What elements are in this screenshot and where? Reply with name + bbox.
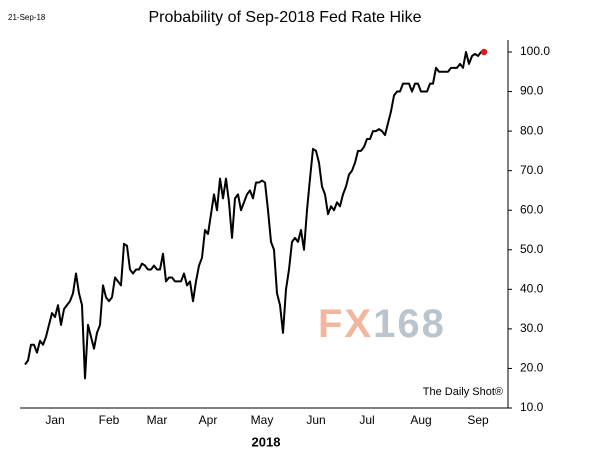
x-tick-label: Jul	[359, 413, 374, 427]
x-tick-label: Jun	[306, 413, 325, 427]
y-tick-label: 90.0	[520, 84, 544, 98]
x-tick-label: Mar	[147, 413, 168, 427]
y-tick-label: 20.0	[520, 361, 544, 375]
chart-title: Probability of Sep-2018 Fed Rate Hike	[148, 9, 421, 26]
y-tick-label: 60.0	[520, 202, 544, 216]
x-tick-label: Jan	[45, 413, 64, 427]
watermark-part: 168	[373, 302, 446, 346]
x-tick-label: Apr	[199, 413, 218, 427]
x-tick-label: Sep	[467, 413, 489, 427]
y-tick-label: 30.0	[520, 321, 544, 335]
y-tick-label: 80.0	[520, 123, 544, 137]
x-tick-label: Feb	[99, 413, 120, 427]
x-tick-label: Aug	[410, 413, 431, 427]
watermark-part: FX	[318, 302, 373, 346]
y-tick-label: 100.0	[520, 44, 550, 58]
y-tick-label: 10.0	[520, 400, 544, 414]
date-stamp: 21-Sep-18	[8, 13, 46, 22]
y-tick-label: 50.0	[520, 242, 544, 256]
source-note: The Daily Shot®	[423, 386, 503, 398]
data-line	[24, 51, 484, 380]
x-tick-label: May	[251, 413, 274, 427]
x-axis-label: 2018	[252, 434, 281, 449]
y-tick-label: 70.0	[520, 163, 544, 177]
y-tick-label: 40.0	[520, 282, 544, 296]
last-point	[480, 48, 488, 56]
watermark: FX168	[318, 302, 446, 346]
